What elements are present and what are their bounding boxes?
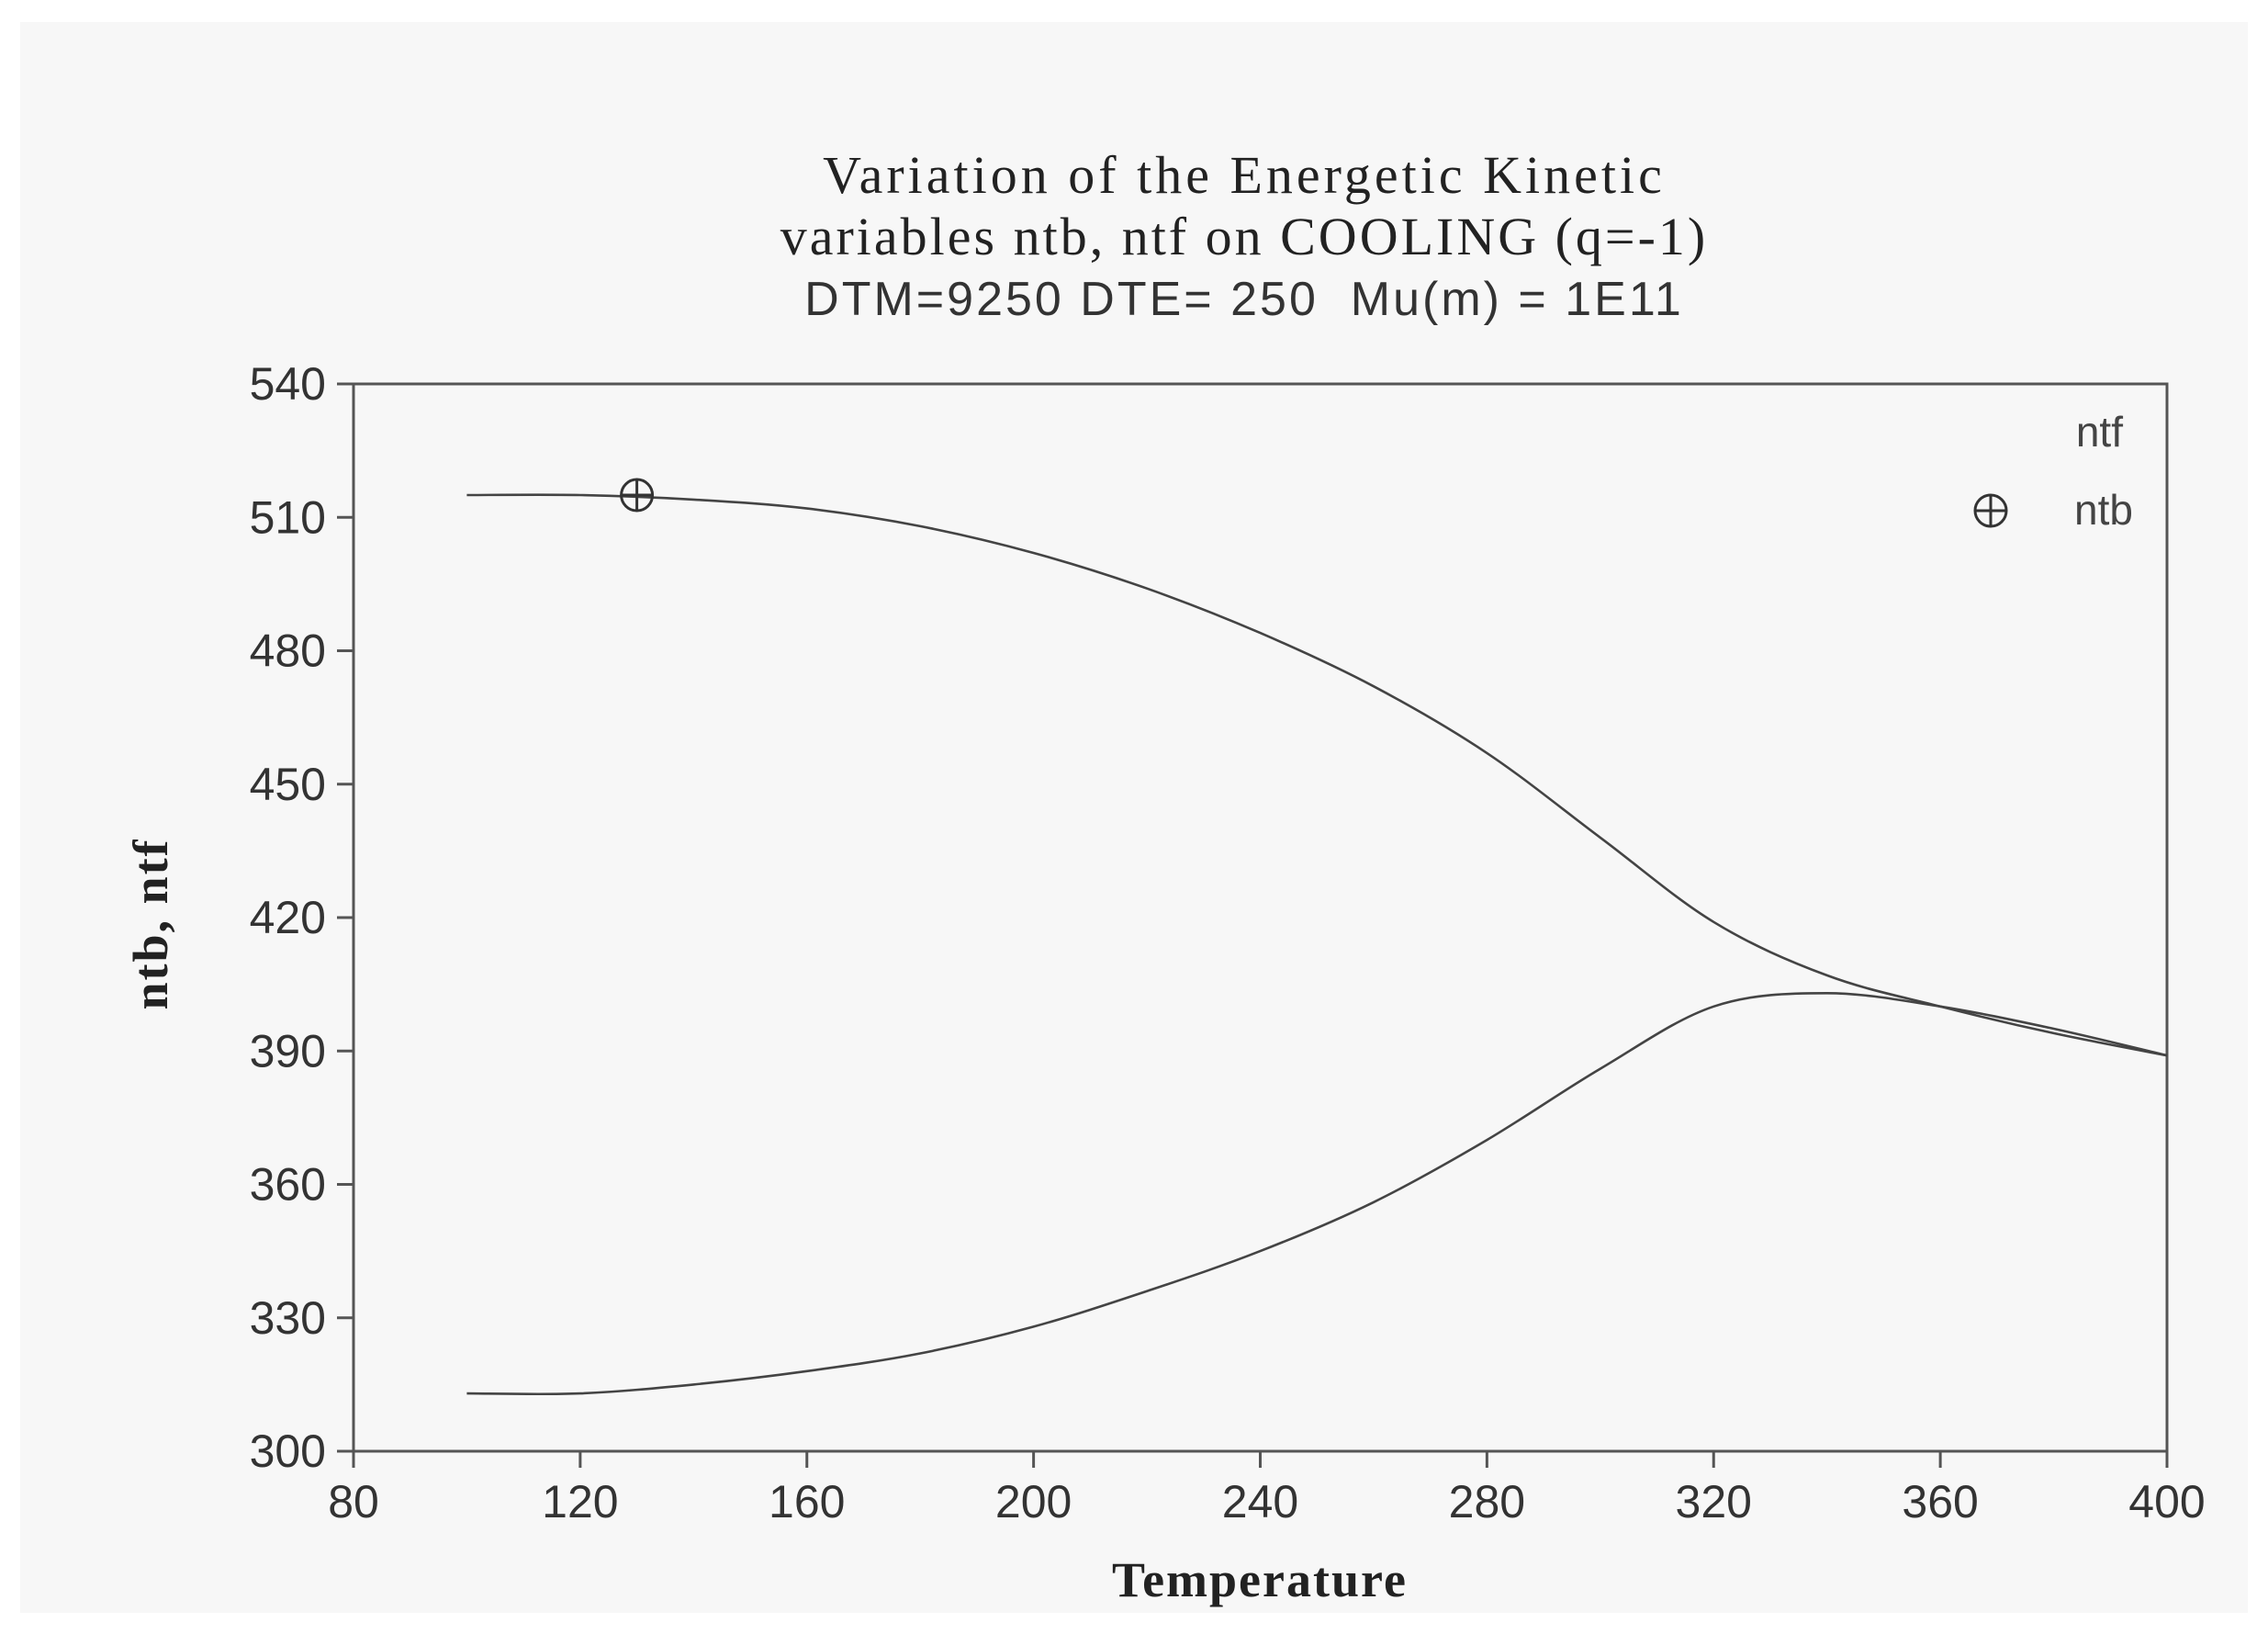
y-tick-label: 330: [250, 1292, 326, 1344]
y-tick-label: 450: [250, 759, 326, 810]
x-tick-label: 280: [1449, 1476, 1525, 1527]
x-tick-label: 400: [2128, 1476, 2205, 1527]
axis-tick-labels: 80 120 160 200 240 280 320 360 400 540 510 480 450 42…: [250, 358, 2206, 1527]
legend-label-ntf: ntf: [2076, 408, 2123, 456]
legend-label-ntb: ntb: [2074, 486, 2133, 534]
chart-frame: [20, 22, 2248, 1613]
y-tick-label: 300: [250, 1426, 326, 1477]
x-tick-label: 360: [1902, 1476, 1978, 1527]
legend-marker-circle-plus-icon: [1973, 493, 2008, 528]
y-tick-label: 360: [250, 1159, 326, 1211]
axis-ticks: [337, 382, 2169, 1468]
y-tick-label: 480: [250, 625, 326, 677]
y-tick-label: 540: [250, 358, 326, 410]
x-tick-label: 200: [995, 1476, 1072, 1527]
series-line-ntf: [466, 493, 2168, 1057]
x-axis-label: Temperature: [1112, 1552, 1408, 1607]
x-tick-label: 120: [542, 1476, 618, 1527]
y-tick-label: 390: [250, 1025, 326, 1076]
x-tick-label: 80: [328, 1476, 379, 1527]
x-tick-label: 160: [769, 1476, 845, 1527]
chart-title: Variation of the Energetic Kinetic: [823, 145, 1666, 205]
y-tick-label: 510: [250, 491, 326, 543]
legend: ntf ntb: [1973, 408, 2133, 534]
y-axis-label: ntb, ntf: [123, 838, 178, 1009]
x-tick-label: 320: [1676, 1476, 1752, 1527]
y-tick-label: 420: [250, 892, 326, 943]
chart-title-line2: variables ntb, ntf on COOLING (q=-1): [780, 207, 1709, 266]
series-layer: [466, 478, 2168, 1396]
series-line-ntb: [466, 991, 2168, 1396]
plot-area: [352, 382, 2169, 1453]
chart-subtitle: DTM=9250 DTE= 250 Mu(m) = 1E11: [804, 273, 1684, 326]
x-tick-label: 240: [1222, 1476, 1298, 1527]
series-marker-ntb: [620, 478, 655, 513]
